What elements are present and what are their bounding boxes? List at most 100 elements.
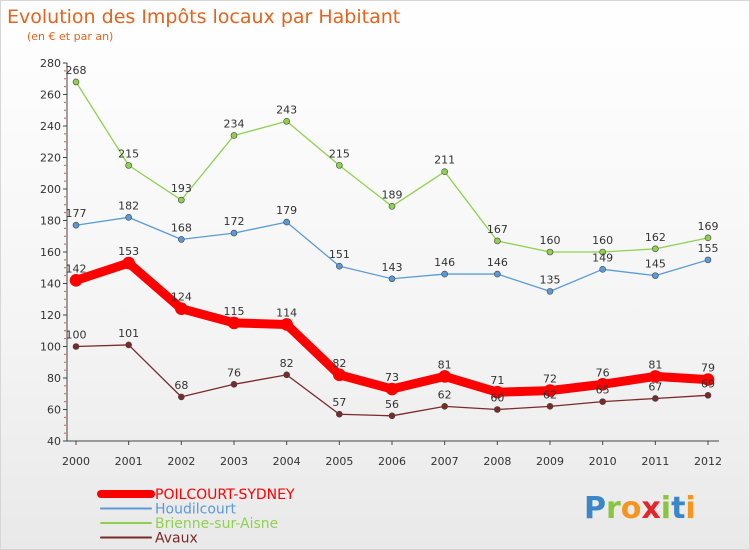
data-point — [494, 406, 501, 413]
x-tick-label: 2005 — [325, 455, 353, 468]
data-point — [72, 343, 80, 350]
data-label: 145 — [645, 258, 666, 271]
data-label: 68 — [174, 379, 188, 392]
data-point — [125, 341, 132, 349]
data-point — [283, 117, 290, 125]
data-point — [441, 168, 448, 175]
x-tick-label: 2001 — [115, 455, 143, 468]
data-point — [599, 266, 606, 273]
data-label: 60 — [490, 392, 504, 405]
data-label: 67 — [648, 380, 662, 393]
data-point — [652, 395, 659, 402]
y-tick-label: 200 — [40, 183, 61, 196]
data-point — [546, 248, 554, 256]
data-label: 211 — [434, 154, 455, 167]
y-tick-label: 120 — [40, 309, 61, 322]
x-tick-label: 2003 — [220, 455, 248, 468]
logo-letter: P — [584, 491, 606, 526]
y-tick-label: 60 — [47, 404, 61, 417]
data-point — [388, 412, 396, 420]
data-label: 149 — [592, 251, 613, 264]
data-label: 243 — [276, 103, 297, 116]
data-point — [441, 270, 448, 278]
data-point — [283, 371, 290, 379]
data-label: 143 — [382, 261, 403, 274]
data-point — [336, 410, 343, 418]
data-point — [546, 403, 554, 410]
data-point — [441, 403, 448, 410]
logo-letter: i — [685, 491, 695, 526]
data-point — [385, 382, 399, 396]
data-label: 69 — [701, 377, 715, 390]
data-point — [178, 393, 185, 401]
data-label: 169 — [698, 220, 719, 233]
x-tick-label: 2011 — [641, 455, 669, 468]
data-label: 62 — [543, 388, 557, 401]
data-point — [438, 370, 451, 383]
data-label: 115 — [224, 305, 245, 318]
data-label: 215 — [329, 147, 350, 160]
x-tick-label: 2008 — [483, 455, 511, 468]
data-point — [494, 270, 501, 278]
data-point — [596, 377, 609, 391]
data-label: 73 — [385, 371, 399, 384]
data-point — [652, 272, 659, 279]
data-label: 155 — [698, 242, 719, 255]
data-label: 168 — [171, 221, 192, 234]
data-label: 79 — [701, 362, 715, 375]
data-point — [388, 203, 396, 210]
data-label: 160 — [592, 234, 613, 247]
data-label: 167 — [487, 223, 508, 236]
x-tick-label: 2002 — [167, 455, 195, 468]
x-tick-label: 2000 — [62, 455, 90, 468]
data-point — [69, 274, 83, 287]
data-label: 81 — [648, 358, 662, 371]
chart-axes: 40 60 80 100 120 140 160 180 200 220 240 260 280 2000… — [40, 57, 722, 468]
data-label: 100 — [66, 329, 87, 342]
proxiti-logo: Proxiti — [584, 491, 696, 526]
data-label: 160 — [540, 234, 561, 247]
data-point — [227, 316, 241, 330]
x-tick-label: 2010 — [589, 455, 617, 468]
y-tick-label: 100 — [40, 341, 61, 354]
data-label: 114 — [276, 306, 297, 319]
data-label: 57 — [332, 396, 346, 409]
chart-data-labels: 177 182 168 172 179 151 143 146 146 135 149 145 155 2… — [66, 64, 719, 411]
x-tick-label: 2004 — [273, 455, 301, 468]
y-tick-label: 160 — [40, 246, 61, 259]
data-label: 56 — [385, 398, 399, 411]
chart-legend: POILCOURT-SYDNEYHoudilcourtBrienne-sur-A… — [97, 487, 295, 547]
chart-subtitle: (en € et par an) — [27, 30, 113, 43]
data-label: 151 — [329, 248, 350, 261]
data-label: 172 — [224, 215, 245, 228]
data-label: 142 — [66, 262, 87, 275]
data-label: 82 — [332, 357, 346, 370]
data-point — [280, 318, 293, 331]
logo-letter: r — [606, 491, 621, 526]
data-label: 146 — [434, 256, 455, 269]
data-label: 81 — [438, 358, 452, 371]
data-label: 76 — [596, 366, 610, 379]
y-tick-label: 80 — [47, 372, 61, 385]
data-label: 162 — [645, 231, 666, 244]
data-point — [230, 380, 238, 388]
data-point — [178, 196, 185, 204]
data-point — [704, 234, 712, 242]
data-point — [125, 214, 132, 221]
data-point — [336, 162, 343, 169]
data-label: 101 — [118, 327, 139, 340]
data-point — [704, 392, 712, 399]
logo-letter: o — [621, 491, 642, 526]
y-tick-label: 240 — [40, 120, 61, 133]
data-point — [599, 248, 606, 256]
y-tick-label: 280 — [40, 57, 61, 70]
legend-label: Houdilcourt — [155, 502, 237, 518]
data-point — [72, 78, 80, 86]
chart-title: Evolution des Impôts locaux par Habitant — [7, 6, 400, 28]
data-point — [230, 132, 238, 139]
data-point — [122, 256, 135, 270]
data-point — [494, 237, 501, 245]
data-point — [125, 162, 132, 169]
data-label: 153 — [118, 245, 139, 258]
